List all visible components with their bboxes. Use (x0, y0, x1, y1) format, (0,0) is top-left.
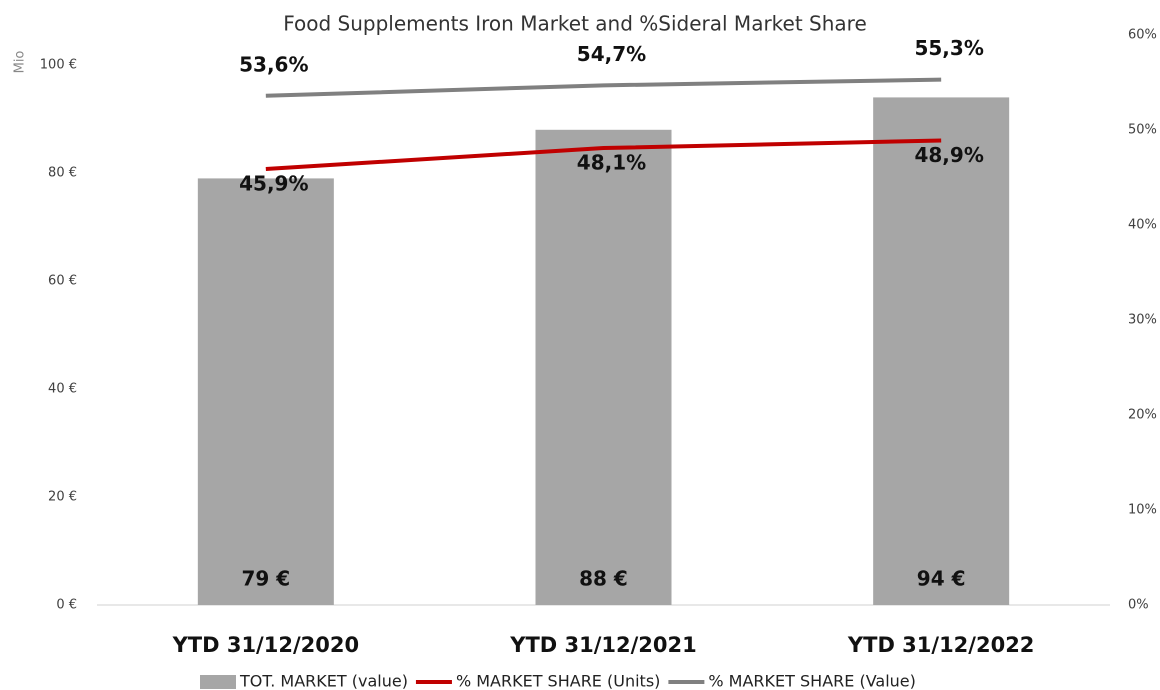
y2-tick-label: 50% (1128, 123, 1157, 138)
bar (535, 129, 672, 606)
line-value-label: 54,7% (577, 42, 646, 66)
x-tick-label: YTD 31/12/2022 (847, 633, 1035, 657)
legend-swatch (200, 675, 236, 689)
bar-value-label: 79 € (241, 567, 290, 591)
y2-tick-label: 30% (1128, 313, 1157, 328)
line (265, 138, 942, 171)
y2-tick-label: 60% (1128, 28, 1157, 43)
y-tick-label: 20 € (48, 490, 77, 505)
legend-label: % MARKET SHARE (Value) (708, 672, 915, 690)
y-tick-label: 60 € (48, 274, 77, 289)
bar-value-label: 88 € (579, 567, 628, 591)
bar-value-label: 94 € (917, 567, 966, 591)
y2-tick-label: 10% (1128, 503, 1157, 518)
legend-label: TOT. MARKET (value) (239, 672, 408, 690)
x-tick-label: YTD 31/12/2021 (509, 633, 697, 657)
y-axis-label: Mio (13, 51, 28, 74)
line-value-label: 48,1% (577, 151, 646, 175)
bar (873, 97, 1010, 606)
legend-label: % MARKET SHARE (Units) (456, 672, 660, 690)
line-value-label: 55,3% (914, 36, 983, 60)
line-value-label: 53,6% (239, 52, 308, 76)
line-value-label: 45,9% (239, 171, 308, 195)
x-tick-label: YTD 31/12/2020 (172, 633, 360, 657)
bar (197, 178, 334, 605)
y2-tick-label: 20% (1128, 408, 1157, 423)
y-tick-label: 80 € (48, 166, 77, 181)
y-tick-label: 40 € (48, 382, 77, 397)
y2-tick-label: 40% (1128, 218, 1157, 233)
y2-tick-label: 0% (1128, 598, 1149, 613)
line-value-label: 48,9% (914, 143, 983, 167)
y-tick-label: 0 € (56, 598, 77, 613)
chart-title: Food Supplements Iron Market and %Sidera… (283, 12, 867, 36)
line (265, 77, 942, 98)
y-tick-label: 100 € (40, 58, 77, 73)
